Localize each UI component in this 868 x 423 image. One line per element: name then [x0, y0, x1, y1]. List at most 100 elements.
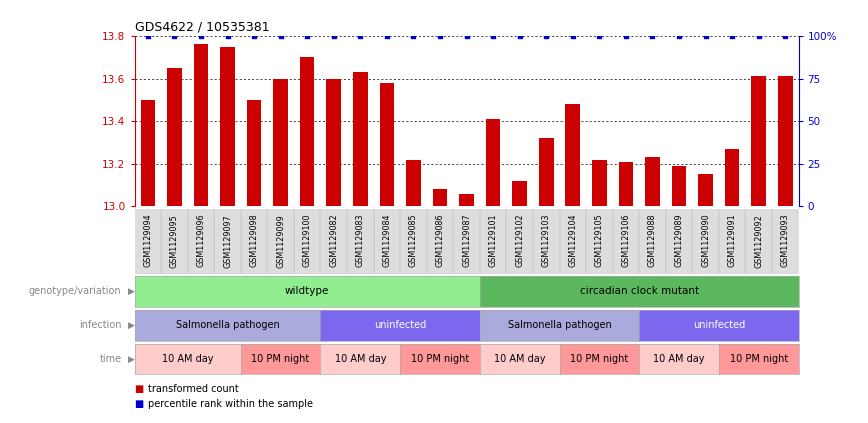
Text: genotype/variation: genotype/variation: [29, 286, 122, 297]
Bar: [220, 47, 235, 206]
Point: [539, 33, 553, 39]
Point: [619, 33, 633, 39]
Text: uninfected: uninfected: [693, 320, 745, 330]
Bar: [432, 190, 447, 206]
Bar: [752, 77, 766, 206]
Point: [433, 33, 447, 39]
Text: GSM1129096: GSM1129096: [196, 214, 206, 267]
Point: [779, 33, 792, 39]
Point: [380, 33, 394, 39]
Point: [300, 33, 314, 39]
Text: ▶: ▶: [128, 354, 135, 364]
Text: GSM1129087: GSM1129087: [462, 214, 471, 267]
Text: 10 AM day: 10 AM day: [494, 354, 545, 364]
Text: ▶: ▶: [128, 321, 135, 330]
Bar: [672, 166, 687, 206]
Point: [141, 33, 155, 39]
Text: GSM1129105: GSM1129105: [595, 214, 604, 267]
Point: [646, 33, 660, 39]
Bar: [135, 209, 161, 274]
Text: 10 PM night: 10 PM night: [570, 354, 628, 364]
Bar: [161, 209, 187, 274]
Point: [672, 33, 686, 39]
Text: GSM1129095: GSM1129095: [170, 214, 179, 267]
Text: 10 AM day: 10 AM day: [162, 354, 214, 364]
Bar: [167, 68, 181, 206]
Bar: [698, 174, 713, 206]
Text: transformed count: transformed count: [148, 384, 239, 394]
Bar: [459, 194, 474, 206]
Text: GSM1129092: GSM1129092: [754, 214, 763, 267]
Bar: [347, 209, 373, 274]
Text: GSM1129101: GSM1129101: [489, 214, 497, 267]
Text: GSM1129093: GSM1129093: [781, 214, 790, 267]
Point: [726, 33, 740, 39]
Bar: [294, 209, 320, 274]
Text: 10 PM night: 10 PM night: [252, 354, 310, 364]
Text: GSM1129082: GSM1129082: [329, 214, 339, 267]
Bar: [400, 209, 427, 274]
Text: GSM1129097: GSM1129097: [223, 214, 232, 267]
Bar: [586, 209, 613, 274]
Text: Salmonella pathogen: Salmonella pathogen: [175, 320, 279, 330]
Bar: [141, 100, 155, 206]
Bar: [592, 159, 607, 206]
Point: [752, 33, 766, 39]
Bar: [486, 119, 501, 206]
Bar: [480, 209, 506, 274]
Text: Salmonella pathogen: Salmonella pathogen: [508, 320, 611, 330]
Bar: [666, 209, 693, 274]
Text: infection: infection: [79, 320, 122, 330]
Bar: [506, 209, 533, 274]
Text: 10 AM day: 10 AM day: [654, 354, 705, 364]
Bar: [639, 209, 666, 274]
Point: [513, 33, 527, 39]
Bar: [406, 159, 421, 206]
Bar: [693, 209, 719, 274]
Bar: [619, 162, 634, 206]
Text: GSM1129094: GSM1129094: [143, 214, 152, 267]
Text: GSM1129100: GSM1129100: [303, 214, 312, 267]
Point: [168, 33, 181, 39]
Text: GSM1129085: GSM1129085: [409, 214, 418, 267]
Point: [566, 33, 580, 39]
Bar: [778, 77, 792, 206]
Point: [406, 33, 420, 39]
Bar: [267, 209, 294, 274]
Text: GSM1129099: GSM1129099: [276, 214, 285, 267]
Bar: [533, 209, 560, 274]
Text: GSM1129102: GSM1129102: [516, 214, 524, 267]
Text: percentile rank within the sample: percentile rank within the sample: [148, 399, 312, 409]
Text: GSM1129088: GSM1129088: [648, 214, 657, 267]
Text: time: time: [100, 354, 122, 364]
Point: [327, 33, 341, 39]
Point: [486, 33, 500, 39]
Point: [194, 33, 208, 39]
Bar: [560, 209, 586, 274]
Text: GSM1129103: GSM1129103: [542, 214, 550, 267]
Text: GSM1129084: GSM1129084: [383, 214, 391, 267]
Point: [247, 33, 261, 39]
Point: [353, 33, 367, 39]
Bar: [299, 57, 314, 206]
Bar: [379, 83, 394, 206]
Point: [460, 33, 474, 39]
Bar: [427, 209, 453, 274]
Bar: [373, 209, 400, 274]
Bar: [613, 209, 639, 274]
Text: uninfected: uninfected: [374, 320, 426, 330]
Bar: [719, 209, 746, 274]
Point: [699, 33, 713, 39]
Text: GSM1129090: GSM1129090: [701, 214, 710, 267]
Bar: [187, 209, 214, 274]
Text: GSM1129089: GSM1129089: [674, 214, 683, 267]
Text: GSM1129083: GSM1129083: [356, 214, 365, 267]
Bar: [772, 209, 799, 274]
Bar: [353, 72, 368, 206]
Text: GSM1129106: GSM1129106: [621, 214, 630, 267]
Bar: [565, 104, 580, 206]
Text: 10 PM night: 10 PM night: [730, 354, 788, 364]
Text: GSM1129086: GSM1129086: [436, 214, 444, 267]
Bar: [645, 157, 660, 206]
Text: ■: ■: [135, 399, 147, 409]
